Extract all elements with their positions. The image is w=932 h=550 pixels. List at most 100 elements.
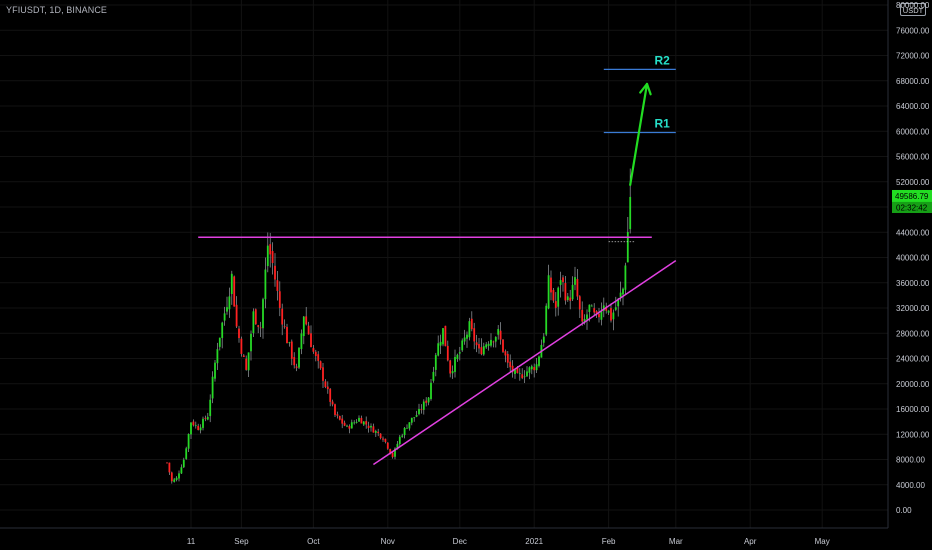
- r1-label: R1: [654, 117, 670, 131]
- candle-body: [353, 422, 356, 424]
- target-arrow-head: [639, 82, 652, 96]
- candle-body: [350, 422, 353, 429]
- candle-body: [240, 338, 243, 354]
- candle-body: [530, 366, 533, 370]
- candle-body: [526, 371, 528, 377]
- candle-body: [595, 311, 598, 315]
- y-axis[interactable]: 0.00 4000.00 8000.00 12000.00 16000.00 20000.…: [887, 0, 930, 528]
- candle-body: [173, 479, 176, 482]
- candle-body: [336, 414, 339, 416]
- candle-body: [425, 400, 428, 403]
- candle-body: [254, 309, 257, 325]
- x-tick-label: Nov: [381, 537, 395, 546]
- candle-body: [622, 288, 624, 295]
- candle-body: [499, 330, 502, 340]
- candle-body: [322, 367, 324, 381]
- candle-body: [559, 280, 562, 285]
- x-tick-label: Mar: [669, 537, 683, 546]
- candle-body: [235, 304, 238, 327]
- candle-body: [175, 477, 178, 480]
- candle-body: [398, 436, 401, 445]
- candle-body: [466, 334, 468, 339]
- candle-body: [228, 296, 231, 310]
- x-axis[interactable]: 11 Sep Oct Nov Dec 2021 Feb Mar Apr May: [0, 527, 888, 546]
- candle-body: [413, 417, 416, 419]
- candle-body: [468, 321, 471, 338]
- candle-body: [478, 344, 480, 349]
- candle-body: [535, 364, 538, 371]
- candle-body: [307, 325, 310, 335]
- candle-body: [362, 421, 365, 425]
- candle-body: [262, 299, 264, 329]
- target-arrow: [629, 82, 649, 187]
- candle-body: [502, 339, 504, 352]
- last-price-tag: [892, 189, 932, 202]
- candle-body: [182, 459, 185, 468]
- last-price-text: 49586.79: [895, 192, 929, 201]
- x-tick-label: Apr: [744, 537, 757, 546]
- candle-body: [274, 265, 276, 280]
- candle-body: [430, 382, 432, 400]
- candle-body: [233, 276, 236, 307]
- candle-body: [211, 376, 214, 399]
- candle-body: [206, 416, 209, 420]
- candle-body: [516, 367, 519, 374]
- y-tick-label: 36000.00: [896, 279, 930, 288]
- candle-body: [458, 352, 461, 354]
- countdown-text: 02:32:42: [896, 203, 928, 212]
- x-tick-label: May: [815, 537, 830, 546]
- candle-body: [226, 307, 228, 312]
- candle-body: [511, 365, 514, 373]
- candle-body: [295, 366, 298, 368]
- candle-body: [247, 352, 250, 371]
- ascending-trendline: [372, 260, 677, 466]
- currency-button[interactable]: USDT: [900, 3, 926, 16]
- candle-body: [326, 386, 329, 390]
- candle-body: [492, 341, 495, 343]
- candle-body: [420, 409, 423, 411]
- candle-body: [394, 448, 396, 457]
- candle-body: [446, 345, 449, 361]
- candle-body: [562, 277, 564, 283]
- candle-body: [456, 354, 459, 360]
- x-tick-label: Dec: [453, 537, 467, 546]
- candle-body: [199, 427, 202, 431]
- candle-body: [192, 421, 195, 426]
- candle-body: [576, 278, 579, 297]
- candle-body: [422, 401, 425, 410]
- candle-body: [564, 283, 567, 301]
- y-tick-label: 52000.00: [896, 178, 930, 187]
- candle-body: [214, 362, 216, 379]
- y-tick-label: 20000.00: [896, 380, 930, 389]
- candle-body: [629, 196, 632, 230]
- candle-body: [410, 417, 413, 423]
- candle-body: [166, 462, 168, 464]
- candle-body: [439, 341, 442, 346]
- candle-body: [365, 421, 368, 425]
- drawings: R1 R2: [198, 53, 677, 466]
- candle-body: [194, 425, 197, 427]
- candle-body: [223, 313, 226, 321]
- candle-body: [242, 355, 245, 358]
- candle-body: [346, 425, 348, 427]
- candle-body: [490, 339, 492, 346]
- candle-body: [343, 422, 346, 426]
- x-tick-label: 2021: [525, 537, 543, 546]
- y-tick-label: 64000.00: [896, 102, 930, 111]
- candle-body: [523, 376, 526, 378]
- candle-body: [319, 361, 322, 369]
- y-tick-label: 68000.00: [896, 77, 930, 86]
- candle-body: [218, 337, 221, 347]
- candle-body: [283, 326, 286, 328]
- candle-body: [566, 296, 569, 301]
- y-tick-label: 72000.00: [896, 52, 930, 61]
- y-tick-label: 44000.00: [896, 228, 930, 237]
- candle-body: [475, 342, 478, 346]
- candle-body: [415, 414, 418, 417]
- grid: [0, 0, 888, 528]
- candle-body: [170, 472, 173, 482]
- candle-body: [550, 277, 552, 293]
- candle-body: [583, 319, 586, 323]
- candle-body: [528, 367, 531, 373]
